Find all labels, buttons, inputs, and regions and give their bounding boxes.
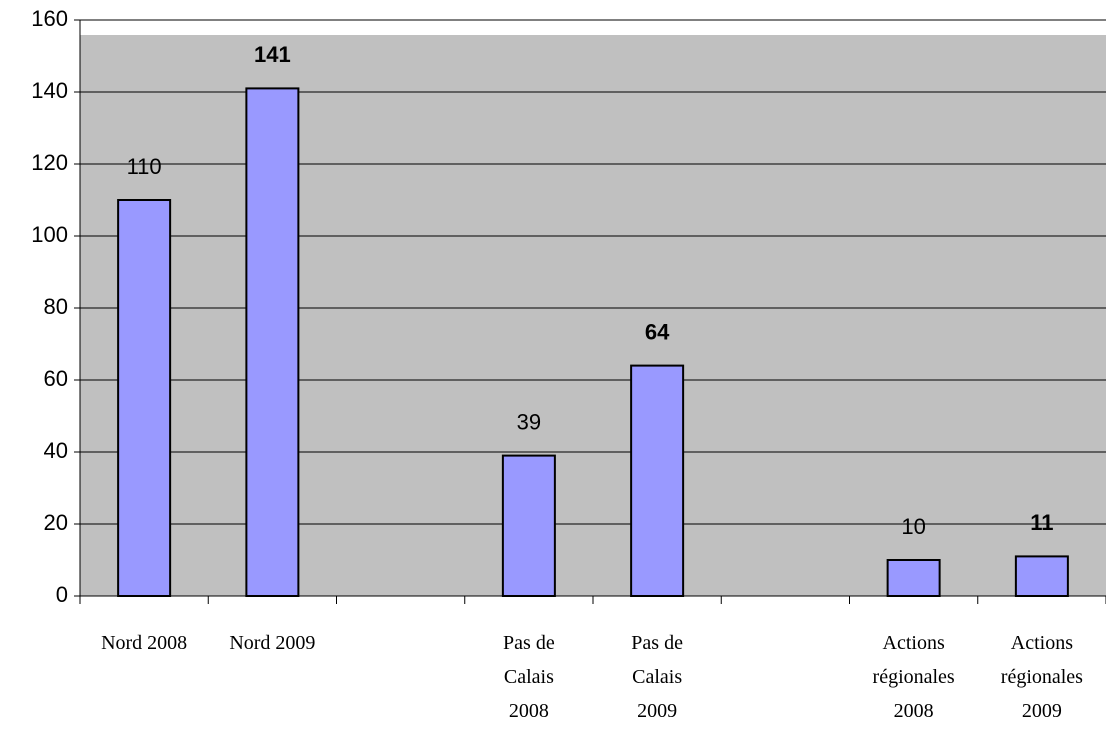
x-tick-label: Actions régionales 2009	[1000, 632, 1083, 722]
bar	[630, 364, 685, 597]
y-tick-label: 80	[44, 294, 68, 319]
data-label: 141	[254, 42, 291, 67]
y-tick-label: 40	[44, 438, 68, 463]
data-label: 64	[645, 319, 670, 344]
bar	[501, 454, 556, 597]
y-tick-label: 160	[31, 6, 68, 31]
y-tick-label: 100	[31, 222, 68, 247]
bar	[1014, 555, 1069, 598]
plot-area	[80, 35, 1106, 596]
y-tick-label: 120	[31, 150, 68, 175]
data-label: 39	[517, 409, 541, 434]
y-tick-label: 20	[44, 510, 68, 535]
x-tick-label: Nord 2008	[101, 632, 188, 654]
y-tick-label: 60	[44, 366, 68, 391]
x-tick-label: Pas de Calais 2008	[503, 632, 555, 722]
data-label: 11	[1030, 510, 1053, 535]
y-tick-label: 0	[56, 582, 68, 607]
bar	[886, 559, 941, 597]
x-tick-label: Pas de Calais 2009	[631, 632, 683, 722]
data-label: 110	[127, 154, 162, 179]
data-label: 10	[901, 514, 925, 539]
x-tick-label: Actions régionales 2008	[872, 632, 955, 722]
bar	[245, 87, 300, 598]
x-tick-label: Nord 2009	[229, 632, 316, 654]
bar	[117, 199, 172, 597]
y-tick-label: 140	[31, 78, 68, 103]
